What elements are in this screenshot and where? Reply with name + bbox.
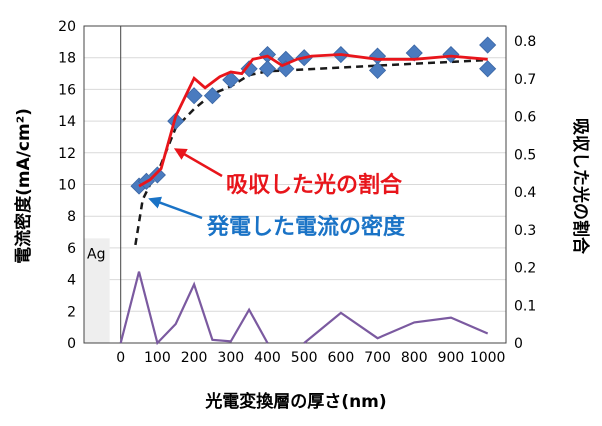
x-tick-label: 300 [217, 350, 244, 366]
y-left-axis-label: 電流密度(mA/cm²) [13, 108, 34, 264]
purple-series-line [303, 311, 489, 344]
x-tick-label: 400 [254, 350, 281, 366]
annotation-absorption: 吸収した光の割合 [226, 172, 403, 198]
y-left-tick-label: 12 [58, 146, 76, 162]
y-right-axis-ticks: 0 0.1 0.2 0.3 0.4 0.5 0.6 0.7 0.8 [514, 34, 536, 352]
x-axis-label: 光電変換層の厚さ(nm) [204, 391, 386, 412]
y-left-tick-label: 10 [58, 178, 76, 194]
y-right-tick-label: 0.1 [514, 298, 536, 314]
purple-series-line [119, 271, 269, 346]
y-right-tick-label: 0.7 [514, 72, 536, 88]
data-point [479, 60, 497, 78]
plot-border [83, 25, 507, 344]
y-right-tick-label: 0.8 [514, 34, 536, 50]
data-point [240, 60, 258, 78]
data-point [479, 36, 497, 54]
y-right-tick-label: 0.6 [514, 110, 536, 126]
y-left-tick-label: 4 [67, 273, 76, 289]
y-right-tick-label: 0 [514, 336, 523, 352]
x-tick-label: 700 [364, 350, 391, 366]
data-point [442, 45, 460, 64]
y-left-tick-label: 2 [67, 304, 76, 320]
x-tick-label: 200 [181, 350, 208, 366]
y-right-tick-label: 0.5 [514, 147, 536, 163]
x-tick-label: 1000 [470, 350, 506, 366]
annotation-arrow-blue [148, 196, 203, 220]
x-tick-label: 100 [144, 350, 171, 366]
data-point [222, 71, 240, 89]
y-right-axis-label: 吸収した光の割合 [570, 118, 591, 255]
data-point [203, 87, 222, 105]
y-left-tick-label: 18 [58, 51, 76, 67]
ag-region [84, 238, 110, 343]
y-left-axis-ticks: 0 2 4 6 8 10 12 14 16 18 20 [58, 19, 76, 352]
y-left-tick-label: 14 [58, 114, 76, 130]
data-point [258, 60, 277, 78]
y-left-tick-label: 8 [67, 209, 76, 225]
ag-label: Ag [87, 246, 105, 262]
y-right-tick-label: 0.4 [514, 185, 536, 201]
y-right-tick-label: 0.3 [514, 223, 536, 239]
y-right-tick-label: 0.2 [514, 261, 536, 277]
x-axis-ticks: 0 100 200 300 400 500 600 700 800 900 1000 [116, 350, 505, 366]
y-left-tick-label: 6 [67, 241, 76, 257]
x-tick-label: 600 [328, 350, 355, 366]
y-left-tick-label: 20 [58, 19, 76, 35]
y-left-tick-label: 16 [58, 82, 76, 98]
axes-frame [83, 25, 507, 344]
absorption-dashed-line [134, 58, 488, 246]
annotation-current: 発電した電流の密度 [206, 214, 406, 240]
y-left-tick-label: 0 [67, 336, 76, 352]
x-tick-label: 0 [116, 350, 125, 366]
data-point [148, 166, 166, 184]
red-series-line [138, 53, 488, 188]
series-layer [119, 36, 497, 346]
data-point [405, 44, 423, 62]
data-point [185, 87, 203, 105]
annotation-arrow-red [173, 148, 223, 178]
x-tick-label: 900 [438, 350, 465, 366]
x-tick-label: 500 [291, 350, 318, 366]
data-point [368, 61, 387, 79]
x-tick-label: 800 [401, 350, 428, 366]
